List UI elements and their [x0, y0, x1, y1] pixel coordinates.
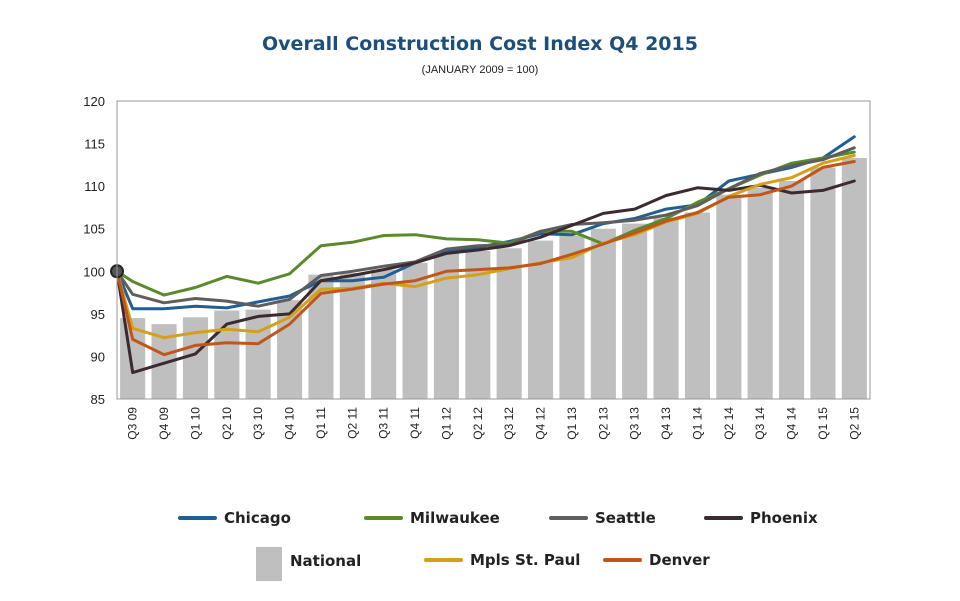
x-tick-label: Q3 12	[502, 407, 516, 440]
x-tick-label: Q1 14	[690, 407, 704, 440]
chart-title: Overall Construction Cost Index Q4 2015	[262, 33, 698, 55]
legend-label-phoenix: Phoenix	[750, 509, 818, 527]
y-tick-label: 105	[83, 222, 105, 237]
bar-national-q3-12	[496, 248, 522, 399]
bar-national-q1-15	[810, 167, 836, 399]
x-tick-label: Q4 09	[157, 407, 171, 440]
x-tick-label: Q1 11	[314, 407, 328, 439]
legend-label-milwaukee: Milwaukee	[410, 509, 500, 527]
x-tick-label: Q1 13	[565, 407, 579, 440]
x-tick-label: Q3 14	[753, 407, 767, 440]
bar-national-q1-14	[684, 212, 710, 399]
y-axis: 85 90 95 100 105 110 115 120	[83, 94, 105, 407]
bar-national-q2-11	[339, 273, 365, 399]
bar-national-q3-10	[245, 309, 271, 399]
x-tick-label: Q3 09	[126, 407, 140, 440]
lines-layer	[110, 135, 856, 375]
x-tick-label: Q4 12	[534, 407, 548, 440]
bar-national-q4-12	[528, 240, 554, 399]
legend-swatch-national	[256, 547, 282, 581]
y-tick-label: 110	[84, 179, 105, 194]
y-tick-label: 95	[91, 307, 105, 322]
bar-national-q4-14	[779, 181, 805, 399]
x-tick-label: Q2 14	[722, 407, 736, 440]
bar-national-q2-13	[590, 228, 616, 399]
x-tick-label: Q1 10	[188, 407, 202, 440]
bar-national-q1-13	[559, 235, 585, 399]
x-tick-label: Q2 12	[471, 407, 485, 440]
x-tick-label: Q2 11	[345, 407, 359, 439]
series-line-chicago	[115, 135, 856, 311]
x-tick-label: Q4 13	[659, 407, 673, 440]
legend: Chicago Milwaukee Seattle Phoenix National Mp…	[178, 509, 818, 581]
y-tick-label: 100	[83, 264, 105, 279]
x-tick-label: Q4 11	[408, 407, 422, 439]
series-line-seattle	[115, 146, 856, 308]
y-tick-label: 90	[91, 349, 105, 364]
x-tick-label: Q4 10	[283, 407, 297, 440]
bar-national-q3-13	[622, 223, 648, 399]
legend-label-denver: Denver	[649, 551, 710, 569]
x-tick-label: Q2 15	[847, 407, 861, 440]
x-tick-label: Q1 15	[816, 407, 830, 440]
series-line-phoenix	[115, 179, 856, 375]
bar-national-q2-15	[841, 158, 867, 399]
x-tick-label: Q3 11	[377, 407, 391, 439]
y-tick-label: 120	[83, 94, 105, 109]
y-tick-label: 85	[91, 392, 105, 407]
series-line-denver	[115, 160, 856, 357]
x-tick-label: Q2 10	[220, 407, 234, 440]
bar-national-q2-14	[716, 194, 742, 399]
bars-layer	[120, 158, 867, 399]
chart-subtitle: (JANUARY 2009 = 100)	[421, 64, 539, 76]
bar-national-q1-10	[182, 317, 208, 399]
legend-label-chicago: Chicago	[224, 509, 291, 527]
x-tick-label: Q4 14	[785, 407, 799, 440]
legend-label-national: National	[290, 552, 361, 570]
x-tick-label: Q1 12	[439, 407, 453, 440]
bar-national-q4-13	[653, 217, 679, 399]
x-tick-label: Q3 13	[628, 407, 642, 440]
legend-label-seattle: Seattle	[595, 509, 656, 527]
y-tick-label: 115	[84, 137, 105, 152]
x-tick-label: Q3 10	[251, 407, 265, 440]
bar-national-q3-14	[747, 187, 773, 399]
x-axis: Q3 09 Q4 09 Q1 10 Q2 10 Q3 10 Q4 10 Q1 11 Q2 11…	[126, 407, 862, 440]
plot-frame	[116, 100, 871, 400]
bar-national-q3-11	[371, 269, 397, 399]
legend-label-mpls-st-paul: Mpls St. Paul	[470, 551, 580, 569]
x-tick-label: Q2 13	[596, 407, 610, 440]
